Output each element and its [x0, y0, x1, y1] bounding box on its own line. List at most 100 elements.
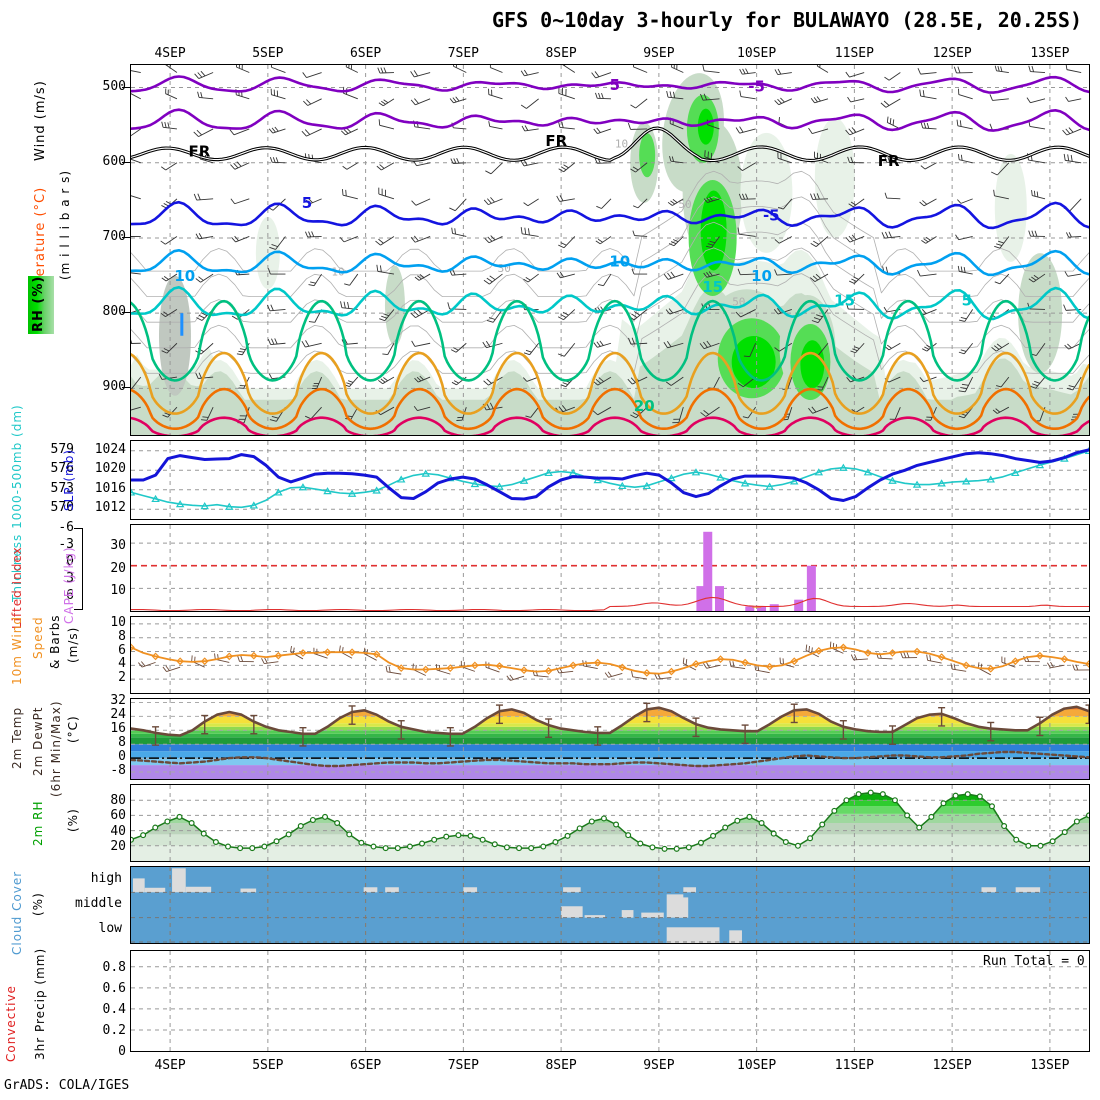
- precip-axis-ticks: 0.8 0.6 0.4 0.2 0: [82, 944, 126, 1059]
- x-tick-6sep: 6SEP: [349, 46, 382, 61]
- axis-label-barbs: & Barbs: [48, 614, 62, 670]
- contour-label: 10: [751, 267, 772, 285]
- pressure-tick-900: 900: [102, 379, 126, 395]
- pressure-tick-700: 700: [102, 228, 126, 244]
- x-tick-4sep: 4SEP: [154, 1058, 186, 1073]
- x-tick-13sep: 13SEP: [1030, 1058, 1070, 1073]
- x-tick-9sep: 9SEP: [643, 1058, 675, 1073]
- cape-panel: —: [130, 524, 1090, 612]
- rh-colorbar: [28, 276, 54, 334]
- x-tick-5sep: 5SEP: [252, 1058, 284, 1073]
- cloud-tick-low: low: [98, 921, 122, 937]
- axis-label-millibars: (m i l l i b a r s): [58, 169, 72, 281]
- axis-label-10m-wind: 10m Wind: [10, 616, 24, 686]
- pressure-tick-mark: [122, 161, 130, 163]
- pressure-tick-800: 800: [102, 304, 126, 320]
- axis-label-wind: Wind (m/s): [33, 80, 48, 162]
- axis-label-2m-rh: 2m RH: [31, 800, 45, 846]
- axis-label-minmax: (6hr Min/Max): [49, 700, 63, 798]
- contour-label: 20: [634, 397, 655, 415]
- precip-tick-06: 0.6: [102, 980, 126, 996]
- axis-label-temp-units: (°C): [66, 715, 80, 743]
- rh-tick-40: 40: [110, 823, 126, 839]
- axis-label-cloud-cover: Cloud Cover: [10, 870, 24, 956]
- x-tick-12sep: 12SEP: [932, 1058, 972, 1073]
- temp-dewpt-chart: [131, 699, 1089, 779]
- bottom-axis-ticks: 4SEP 5SEP 6SEP 7SEP 8SEP 9SEP 10SEP 11SEP 12SEP 1…: [0, 1058, 1100, 1078]
- cape-bar: [745, 606, 755, 611]
- contour-label: 5: [302, 194, 312, 212]
- x-tick-4sep: 4SEP: [154, 46, 186, 61]
- axis-label-2m-dewpt: 2m DewPt: [31, 706, 45, 776]
- cape-bar: [757, 606, 767, 611]
- svg-text:50: 50: [678, 198, 691, 211]
- cloud-cover-chart: [131, 867, 1089, 943]
- wind-tick-8: 8: [118, 628, 126, 644]
- axis-label-rh: RH (%): [31, 275, 46, 332]
- x-tick-12sep: 12SEP: [932, 46, 972, 61]
- cloud-bar: [240, 888, 257, 893]
- rh-tick-60: 60: [110, 808, 126, 824]
- pressure-tick-500: 500: [102, 78, 126, 94]
- cloud-bar: [563, 887, 581, 893]
- cloud-tick-high: high: [90, 870, 122, 886]
- x-tick-11sep: 11SEP: [834, 46, 874, 61]
- cape-tick-10: 10: [110, 583, 126, 599]
- cloud-bar: [666, 927, 720, 943]
- x-tick-8sep: 8SEP: [545, 46, 577, 61]
- axis-label-cloud-units: (%): [31, 892, 45, 916]
- slp-thickness-chart: [131, 441, 1089, 519]
- x-tick-7sep: 7SEP: [447, 1058, 480, 1073]
- x-tick-8sep: 8SEP: [545, 1058, 577, 1073]
- cloud-bar: [678, 897, 689, 918]
- cape-axis-ticks: 30 20 10: [82, 524, 126, 612]
- cloud-bar: [584, 915, 606, 918]
- cape-tick-30: 30: [110, 538, 126, 554]
- cape-bar: [806, 565, 816, 611]
- axis-label-slp: SLP (mb): [62, 448, 76, 512]
- rh-panel: [130, 784, 1090, 862]
- svg-text:10: 10: [615, 138, 628, 151]
- cloud-bar: [132, 878, 145, 893]
- thickness-axis-ticks: 579 576 573 570: [38, 440, 74, 520]
- thickness-tick-579: 579: [50, 441, 74, 457]
- cloud-bar: [172, 868, 186, 893]
- precip-chart: [131, 951, 1089, 1051]
- cape-bar: [696, 586, 706, 611]
- cloud-bar: [144, 887, 166, 893]
- cloud-bar: [621, 910, 634, 918]
- wind-panel: [130, 616, 1090, 694]
- cloud-bar: [185, 886, 212, 893]
- temp-tick--8: -8: [110, 763, 126, 779]
- x-tick-10sep: 10SEP: [737, 46, 777, 61]
- cape-bar: [769, 604, 779, 611]
- rh-tick-80: 80: [110, 793, 126, 809]
- thickness-tick-570: 570: [50, 500, 74, 516]
- wind-speed-chart: [131, 617, 1089, 693]
- x-tick-5sep: 5SEP: [252, 46, 284, 61]
- pressure-tick-mark: [122, 387, 130, 389]
- axis-label-rh-units: (%): [66, 808, 80, 832]
- contour-label: FR: [189, 143, 211, 161]
- rh-tick-20: 20: [110, 838, 126, 854]
- slp-tick-1016: 1016: [94, 480, 126, 496]
- cloud-panel: [130, 866, 1090, 944]
- axis-label-2m-temp: 2m Temp: [10, 706, 24, 770]
- cloud-bar: [981, 887, 997, 893]
- cape-bar: [794, 599, 804, 611]
- axis-label-speed: Speed: [31, 616, 45, 660]
- precip-panel: [130, 950, 1090, 1052]
- pressure-tick-mark: [122, 312, 130, 314]
- pressure-tick-mark: [122, 236, 130, 238]
- top-axis-ticks: 4SEP 5SEP 6SEP 7SEP 8SEP 9SEP 10SEP 11SEP 12SEP 1…: [0, 46, 1100, 64]
- wind-tick-2: 2: [118, 670, 126, 686]
- axis-label-wind-units: (m/s): [66, 626, 80, 664]
- contour-label: 10: [609, 253, 630, 271]
- thickness-tick-576: 576: [50, 461, 74, 477]
- temp-tick-0: 0: [118, 749, 126, 765]
- temp-tick-32: 32: [110, 693, 126, 709]
- cloud-bar: [385, 887, 399, 893]
- cloud-axis-ticks: high middle low: [60, 866, 126, 944]
- x-tick-7sep: 7SEP: [447, 46, 480, 61]
